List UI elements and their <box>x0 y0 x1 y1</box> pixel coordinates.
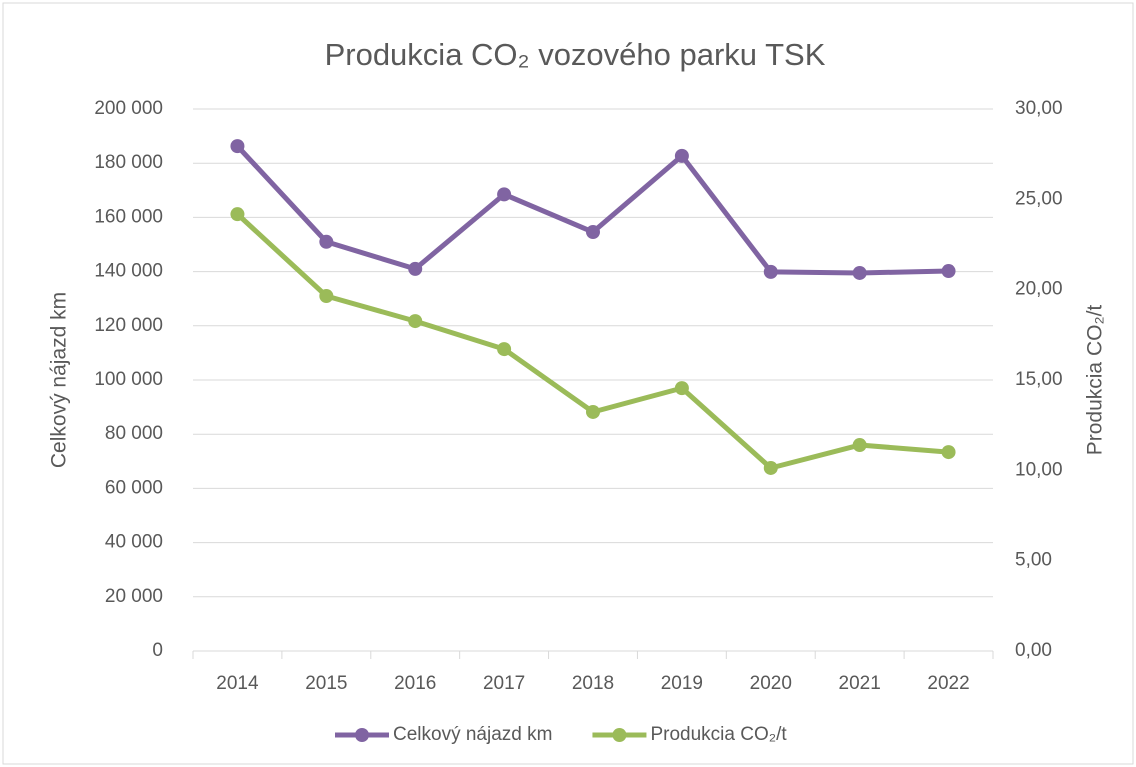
x-tick-label: 2022 <box>927 673 969 694</box>
x-tick-label: 2020 <box>750 673 792 694</box>
y2-tick-label: 15,00 <box>1015 369 1063 390</box>
y-tick-label: 40 000 <box>105 532 163 553</box>
x-tick-label: 2017 <box>483 673 525 694</box>
chart-title: Produkcia CO₂ vozového parku TSK <box>325 37 826 72</box>
x-tick-label: 2015 <box>305 673 347 694</box>
data-point <box>674 148 689 163</box>
y2-axis-label: Produkcia CO₂/t <box>1084 305 1107 456</box>
data-point <box>408 261 423 276</box>
y2-tick-label: 0,00 <box>1015 640 1052 661</box>
data-point <box>763 460 778 475</box>
y-tick-label: 160 000 <box>94 206 163 227</box>
x-tick-label: 2014 <box>216 673 259 694</box>
data-point <box>763 264 778 279</box>
data-point <box>319 288 334 303</box>
data-point <box>941 264 956 279</box>
legend-label: Celkový nájazd km <box>393 724 552 745</box>
y-tick-label: 140 000 <box>94 261 163 282</box>
y-tick-label: 80 000 <box>105 423 163 444</box>
data-point <box>674 381 689 396</box>
x-tick-label: 2019 <box>661 673 703 694</box>
data-point <box>941 445 956 460</box>
x-tick-label: 2016 <box>394 673 436 694</box>
legend-label: Produkcia CO₂/t <box>650 724 787 745</box>
data-point <box>319 234 334 249</box>
y-axis-label: Celkový nájazd km <box>48 292 71 468</box>
y2-tick-label: 5,00 <box>1015 550 1052 571</box>
y2-tick-label: 30,00 <box>1015 98 1063 119</box>
y-tick-label: 180 000 <box>94 152 163 173</box>
data-point <box>230 207 245 222</box>
data-point <box>586 225 600 240</box>
y-tick-label: 100 000 <box>94 369 163 390</box>
y-tick-label: 20 000 <box>105 586 163 607</box>
legend-marker <box>612 728 627 742</box>
data-point <box>586 404 600 419</box>
data-point <box>852 438 867 453</box>
data-point <box>230 139 245 154</box>
y-tick-label: 200 000 <box>94 98 163 119</box>
data-point <box>408 314 423 329</box>
y-tick-label: 120 000 <box>94 315 163 336</box>
y-tick-label: 0 <box>152 640 163 661</box>
data-point <box>497 342 512 357</box>
x-tick-label: 2021 <box>839 673 881 694</box>
legend-marker <box>355 728 369 742</box>
y-tick-label: 60 000 <box>105 477 163 498</box>
data-point <box>852 265 867 280</box>
y2-tick-label: 10,00 <box>1015 459 1063 480</box>
y2-tick-label: 20,00 <box>1015 279 1063 300</box>
x-tick-label: 2018 <box>572 673 614 694</box>
data-point <box>497 187 512 202</box>
y2-tick-label: 25,00 <box>1015 188 1063 209</box>
